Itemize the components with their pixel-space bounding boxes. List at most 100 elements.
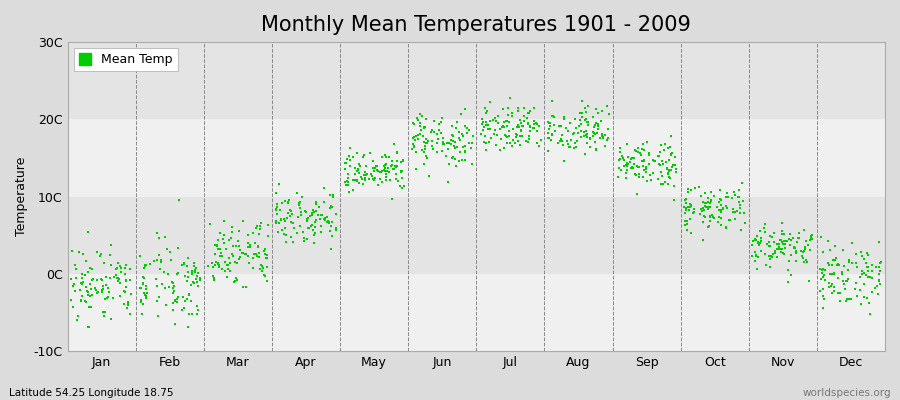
Point bbox=[85, 291, 99, 298]
Point bbox=[818, 267, 832, 274]
Point bbox=[762, 264, 777, 270]
Point bbox=[413, 110, 428, 117]
Point bbox=[114, 265, 129, 271]
Point bbox=[117, 287, 131, 294]
Point bbox=[446, 154, 460, 160]
Point bbox=[621, 153, 635, 160]
Point bbox=[698, 203, 712, 210]
Point bbox=[552, 123, 566, 130]
Point bbox=[842, 267, 856, 273]
Point bbox=[837, 263, 851, 269]
Point bbox=[583, 135, 598, 141]
Point bbox=[616, 163, 631, 169]
Point bbox=[105, 295, 120, 302]
Point bbox=[828, 243, 842, 249]
Point bbox=[260, 222, 274, 228]
Point bbox=[418, 146, 432, 152]
Point bbox=[284, 208, 298, 214]
Point bbox=[586, 114, 600, 120]
Point bbox=[84, 286, 98, 293]
Point bbox=[592, 134, 607, 141]
Point bbox=[268, 218, 283, 224]
Point bbox=[631, 145, 645, 151]
Point bbox=[449, 162, 464, 169]
Point bbox=[767, 239, 781, 245]
Point bbox=[828, 257, 842, 263]
Point bbox=[514, 120, 528, 126]
Point bbox=[762, 252, 777, 259]
Point bbox=[862, 274, 877, 280]
Point bbox=[559, 138, 573, 144]
Point bbox=[508, 130, 523, 137]
Point bbox=[73, 286, 87, 293]
Point bbox=[636, 167, 651, 174]
Point bbox=[185, 269, 200, 275]
Point bbox=[95, 283, 110, 290]
Point bbox=[777, 250, 791, 257]
Point bbox=[246, 265, 260, 271]
Point bbox=[590, 146, 604, 152]
Point bbox=[314, 223, 328, 230]
Point bbox=[85, 277, 99, 283]
Point bbox=[725, 194, 740, 201]
Point bbox=[748, 236, 762, 243]
Point bbox=[642, 152, 656, 159]
Point bbox=[325, 219, 339, 226]
Point bbox=[385, 196, 400, 202]
Point bbox=[248, 251, 262, 258]
Point bbox=[75, 292, 89, 299]
Point bbox=[75, 281, 89, 287]
Point bbox=[184, 268, 199, 274]
Point bbox=[849, 251, 863, 257]
Point bbox=[327, 192, 341, 198]
Point bbox=[358, 175, 373, 182]
Point bbox=[515, 133, 529, 139]
Point bbox=[445, 155, 459, 162]
Point bbox=[376, 163, 391, 170]
Point bbox=[68, 287, 82, 294]
Point bbox=[506, 126, 520, 132]
Point bbox=[181, 292, 195, 298]
Point bbox=[737, 219, 751, 226]
Point bbox=[385, 162, 400, 168]
Point bbox=[634, 152, 648, 158]
Point bbox=[732, 194, 746, 200]
Point bbox=[661, 181, 675, 188]
Point bbox=[783, 237, 797, 243]
Point bbox=[694, 192, 708, 199]
Point bbox=[415, 113, 429, 119]
Point bbox=[728, 216, 742, 222]
Point bbox=[567, 116, 581, 122]
Point bbox=[805, 236, 819, 243]
Point bbox=[795, 253, 809, 259]
Point bbox=[454, 137, 468, 143]
Point bbox=[338, 182, 353, 188]
Point bbox=[498, 119, 512, 125]
Point bbox=[703, 218, 717, 224]
Point bbox=[356, 172, 371, 178]
Point bbox=[490, 142, 504, 148]
Point bbox=[220, 262, 235, 268]
Point bbox=[860, 250, 874, 257]
Point bbox=[279, 238, 293, 245]
Point bbox=[449, 144, 464, 151]
Point bbox=[117, 300, 131, 307]
Point bbox=[817, 296, 832, 302]
Point bbox=[355, 176, 369, 182]
Point bbox=[347, 165, 362, 172]
Point bbox=[486, 131, 500, 138]
Point bbox=[625, 164, 639, 170]
Point bbox=[504, 110, 518, 116]
Point bbox=[596, 134, 610, 140]
Point bbox=[205, 264, 220, 270]
Point bbox=[422, 173, 436, 180]
Point bbox=[354, 174, 368, 180]
Point bbox=[562, 143, 576, 150]
Point bbox=[217, 240, 231, 246]
Point bbox=[458, 148, 473, 155]
Point bbox=[208, 242, 222, 248]
Point bbox=[317, 199, 331, 205]
Point bbox=[452, 134, 466, 141]
Point bbox=[510, 105, 525, 111]
Point bbox=[153, 259, 167, 265]
